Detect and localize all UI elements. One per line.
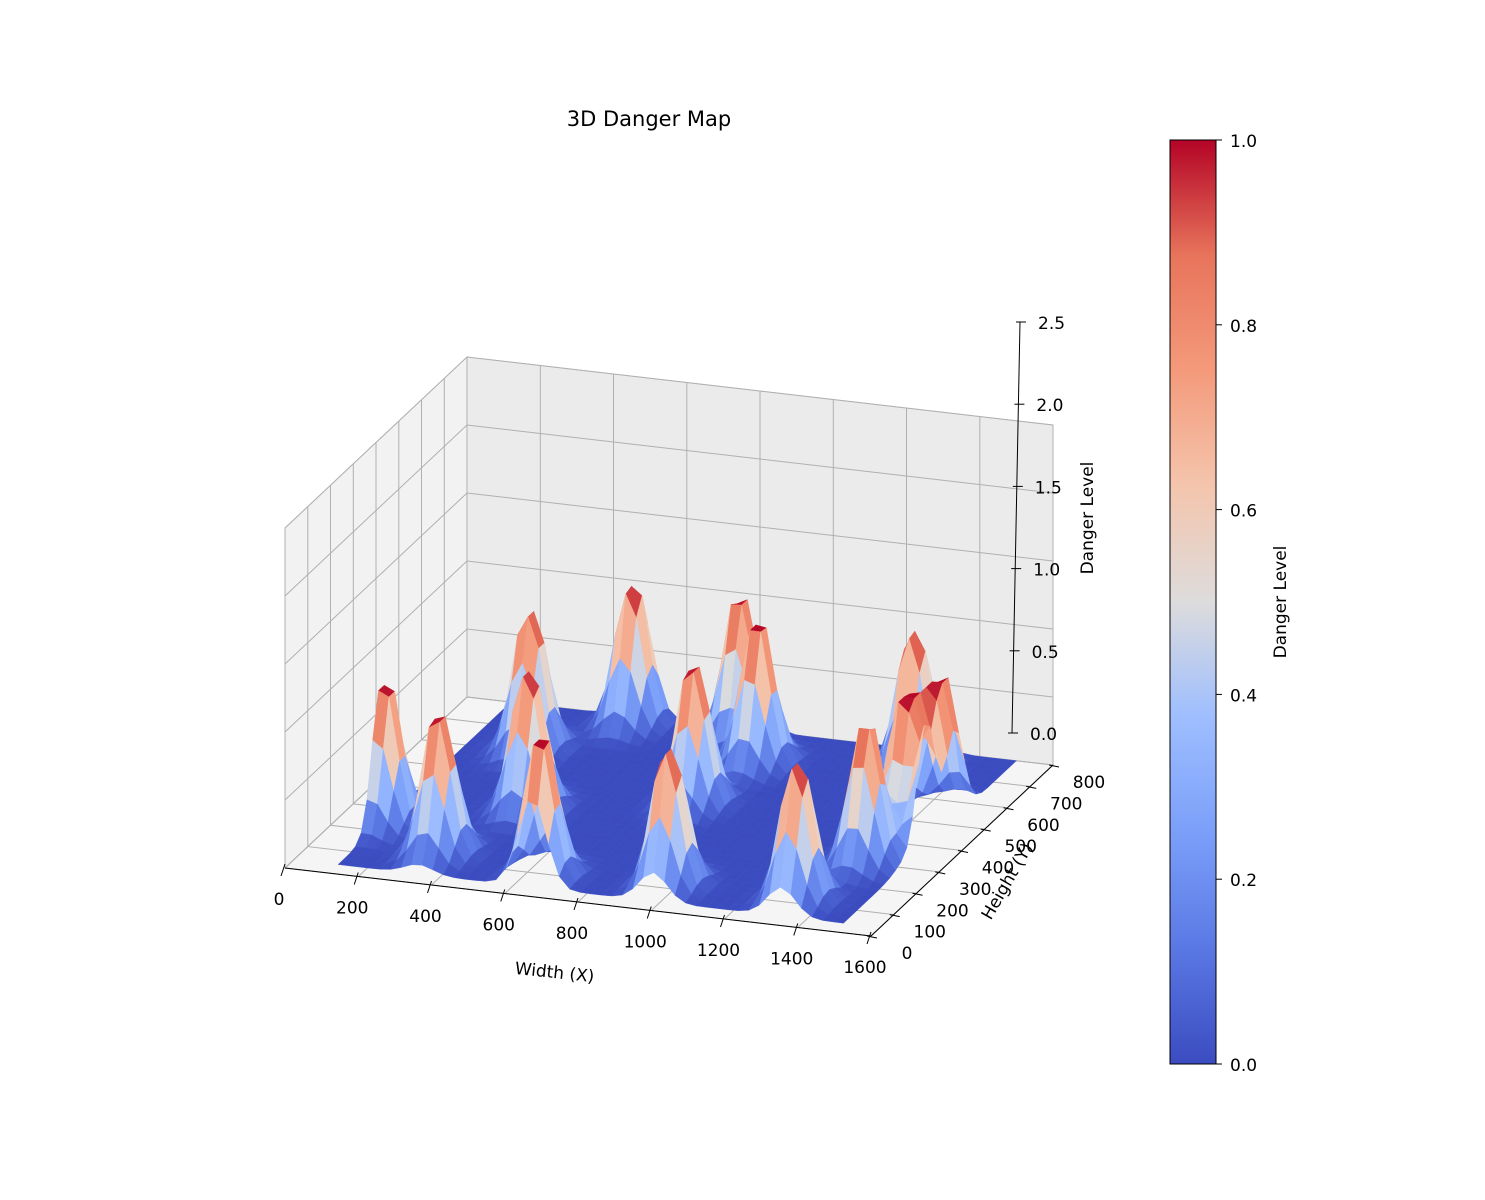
z-axis-line bbox=[1011, 321, 1021, 734]
z-axis-label: Danger Level bbox=[1078, 462, 1098, 575]
colorbar: 0.0 0.2 0.4 0.6 0.8 1.0 Danger Level bbox=[1169, 132, 1291, 1076]
colorbar-tick-label: 0.2 bbox=[1230, 871, 1257, 891]
y-tick-mark bbox=[1003, 807, 1014, 811]
x-axis-line bbox=[284, 867, 872, 937]
chart-title: 3D Danger Map bbox=[567, 107, 731, 131]
colorbar-tick-label: 0.0 bbox=[1230, 1056, 1257, 1076]
z-tick-label: 1.0 bbox=[1033, 561, 1060, 581]
x-tick-mark bbox=[427, 880, 432, 894]
z-tick-label: 2.5 bbox=[1038, 314, 1065, 334]
y-tick-mark bbox=[1048, 764, 1060, 768]
x-tick-mark bbox=[646, 906, 652, 919]
y-tick-mark bbox=[980, 828, 991, 832]
y-tick-mark bbox=[866, 935, 878, 939]
x-tick-label: 400 bbox=[409, 907, 441, 927]
y-tick-label: 600 bbox=[1027, 816, 1059, 836]
y-tick-label: 800 bbox=[1073, 773, 1105, 793]
x-tick-mark bbox=[720, 914, 725, 928]
z-tick-label: 0.0 bbox=[1030, 725, 1057, 745]
x-tick-mark bbox=[793, 923, 799, 936]
y-tick-label: 700 bbox=[1050, 794, 1082, 814]
x-tick-mark bbox=[280, 863, 286, 877]
x-tick-mark bbox=[866, 931, 872, 945]
z-gridline bbox=[284, 628, 1054, 801]
x-tick-mark bbox=[353, 872, 359, 885]
x-tick-label: 0 bbox=[274, 890, 285, 910]
z-tick-label: 2.0 bbox=[1036, 396, 1063, 416]
z-gridline bbox=[284, 560, 1054, 733]
x-tick-label: 200 bbox=[336, 899, 368, 919]
x-tick-label: 1000 bbox=[624, 933, 667, 953]
y-tick-label: 200 bbox=[936, 901, 968, 921]
z-gridline bbox=[284, 424, 1054, 597]
colorbar-label: Danger Level bbox=[1271, 546, 1291, 659]
x-tick-mark bbox=[573, 897, 579, 911]
y-axis-line bbox=[870, 764, 1054, 937]
y-tick-label: 100 bbox=[914, 923, 946, 943]
colorbar-gradient bbox=[1169, 139, 1217, 1065]
y-tick-mark bbox=[912, 892, 923, 896]
y-tick-mark bbox=[889, 914, 900, 918]
x-axis-label: Width (X) bbox=[514, 959, 595, 987]
y-tick-label: 300 bbox=[959, 880, 991, 900]
colorbar-tick-label: 1.0 bbox=[1230, 132, 1257, 152]
y-tick-label: 500 bbox=[1005, 837, 1037, 857]
y-tick-label: 400 bbox=[982, 859, 1014, 879]
x-tick-label: 1400 bbox=[770, 950, 813, 970]
x-tick-mark bbox=[500, 889, 506, 902]
y-tick-mark bbox=[957, 850, 969, 853]
x-tick-label: 1200 bbox=[697, 941, 740, 961]
z-axis-ticks: 0.0 0.5 1.0 1.5 2.0 2.5 bbox=[1008, 314, 1065, 745]
colorbar-ticks: 0.0 0.2 0.4 0.6 0.8 1.0 bbox=[1216, 132, 1257, 1076]
colorbar-tick-label: 0.8 bbox=[1230, 317, 1257, 337]
z-gridline bbox=[284, 356, 1054, 529]
surface-plot bbox=[337, 585, 1017, 924]
x-tick-label: 600 bbox=[483, 916, 515, 936]
y-tick-label: 0 bbox=[902, 944, 913, 964]
colorbar-tick-label: 0.4 bbox=[1230, 686, 1257, 706]
colorbar-tick-label: 0.6 bbox=[1230, 502, 1257, 522]
x-tick-label: 1600 bbox=[843, 958, 886, 978]
x-axis-ticks: 0 200 400 600 800 1000 1200 1400 1600 bbox=[274, 863, 887, 978]
z-tick-label: 1.5 bbox=[1035, 478, 1062, 498]
surface-cell bbox=[832, 916, 850, 924]
y-tick-mark bbox=[935, 871, 946, 875]
z-gridline bbox=[284, 492, 1054, 665]
y-tick-mark bbox=[1026, 785, 1037, 789]
z-tick-label: 0.5 bbox=[1032, 643, 1059, 663]
x-tick-label: 800 bbox=[556, 924, 588, 944]
